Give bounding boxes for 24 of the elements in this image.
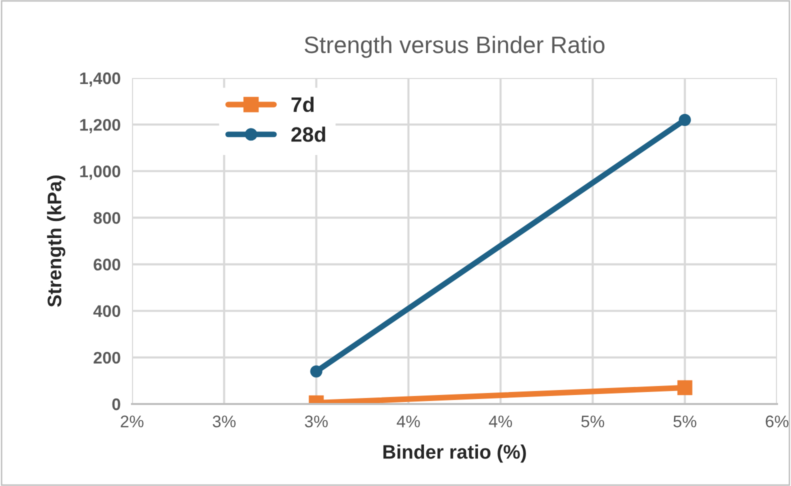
- y-tick-label: 200: [94, 352, 120, 364]
- legend-label: 7d: [292, 96, 314, 112]
- point: [678, 114, 691, 126]
- y-tick-label: 800: [94, 212, 120, 224]
- x-tick-label: 4%: [396, 416, 420, 428]
- x-tick-label: 5%: [581, 416, 604, 428]
- x-tick-label: 2%: [120, 416, 144, 428]
- x-axis-title: Binder ratio (%): [383, 444, 526, 463]
- chart-title: Strength versus Binder Ratio: [304, 36, 604, 58]
- y-tick-label: 1,200: [80, 118, 120, 134]
- x-tick-label: 3%: [212, 416, 236, 428]
- y-axis-title: Strength (kPa): [47, 176, 66, 307]
- point: [310, 365, 322, 378]
- x-tick-label: 4%: [488, 416, 512, 428]
- y-tick-label: 1,400: [80, 72, 120, 87]
- y-tick-label: 0: [112, 398, 120, 410]
- point: [677, 380, 692, 396]
- y-tick-label: 1,000: [80, 166, 120, 180]
- y-tick-label: 600: [94, 258, 120, 270]
- y-tick-label: 400: [93, 305, 120, 318]
- legend-label: 28d: [291, 126, 326, 142]
- x-tick-label: 3%: [304, 416, 328, 428]
- x-tick-label: 5%: [673, 416, 696, 428]
- x-tick-label: 6%: [766, 416, 788, 428]
